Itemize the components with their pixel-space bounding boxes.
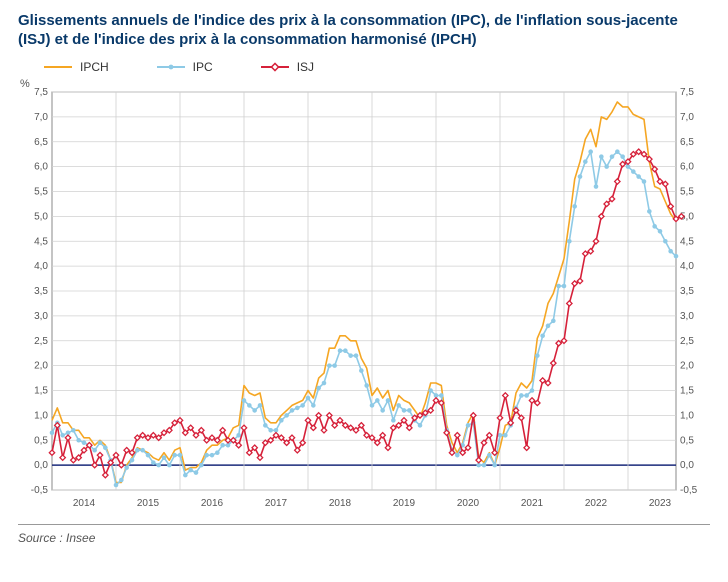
svg-text:7,5: 7,5 — [34, 87, 48, 98]
svg-text:2023: 2023 — [649, 498, 672, 509]
svg-text:6,0: 6,0 — [680, 161, 694, 172]
svg-text:2021: 2021 — [521, 498, 544, 509]
svg-text:3,0: 3,0 — [34, 310, 48, 321]
svg-text:2014: 2014 — [73, 498, 96, 509]
svg-text:4,0: 4,0 — [34, 261, 48, 272]
svg-text:2016: 2016 — [201, 498, 224, 509]
svg-text:7,0: 7,0 — [680, 111, 694, 122]
svg-text:6,5: 6,5 — [34, 136, 48, 147]
svg-text:3,5: 3,5 — [680, 286, 694, 297]
svg-text:4,0: 4,0 — [680, 261, 694, 272]
svg-text:-0,5: -0,5 — [31, 485, 49, 496]
svg-text:0,5: 0,5 — [680, 435, 694, 446]
legend-swatch-ipch — [44, 60, 72, 74]
legend-swatch-ipc — [157, 60, 185, 74]
svg-text:0,0: 0,0 — [680, 460, 694, 471]
svg-text:1,5: 1,5 — [680, 385, 694, 396]
svg-text:2,5: 2,5 — [34, 335, 48, 346]
svg-text:2019: 2019 — [393, 498, 416, 509]
svg-text:1,0: 1,0 — [34, 410, 48, 421]
legend-label: ISJ — [297, 60, 314, 74]
legend-item-ipch: IPCH — [44, 60, 109, 74]
y-unit-label: % — [20, 78, 30, 90]
svg-text:2015: 2015 — [137, 498, 160, 509]
svg-text:6,0: 6,0 — [34, 161, 48, 172]
svg-text:7,5: 7,5 — [680, 87, 694, 98]
svg-text:7,0: 7,0 — [34, 111, 48, 122]
svg-text:3,0: 3,0 — [680, 310, 694, 321]
svg-text:0,5: 0,5 — [34, 435, 48, 446]
source-label: Source : Insee — [18, 524, 710, 545]
legend-swatch-isj — [261, 60, 289, 74]
svg-text:4,5: 4,5 — [680, 236, 694, 247]
legend-label: IPCH — [80, 60, 109, 74]
legend-item-ipc: IPC — [157, 60, 213, 74]
svg-text:2,0: 2,0 — [680, 360, 694, 371]
chart-title: Glissements annuels de l'indice des prix… — [18, 12, 710, 50]
svg-text:0,0: 0,0 — [34, 460, 48, 471]
svg-text:5,0: 5,0 — [34, 211, 48, 222]
svg-text:5,5: 5,5 — [680, 186, 694, 197]
chart-area: % -0,5 -0,5 0,0 0,0 0,5 0,5 1,0 1,0 1,5 1,5 2,0 2,0… — [18, 78, 710, 518]
svg-text:-0,5: -0,5 — [680, 485, 698, 496]
svg-text:2022: 2022 — [585, 498, 608, 509]
svg-text:2,5: 2,5 — [680, 335, 694, 346]
svg-text:6,5: 6,5 — [680, 136, 694, 147]
svg-text:2017: 2017 — [265, 498, 288, 509]
svg-text:4,5: 4,5 — [34, 236, 48, 247]
legend-item-isj: ISJ — [261, 60, 314, 74]
svg-text:2020: 2020 — [457, 498, 480, 509]
legend-label: IPC — [193, 60, 213, 74]
svg-text:2018: 2018 — [329, 498, 352, 509]
chart-svg: -0,5 -0,5 0,0 0,0 0,5 0,5 1,0 1,0 1,5 1,5 2,0 2,0 2,… — [18, 78, 710, 518]
svg-text:1,0: 1,0 — [680, 410, 694, 421]
svg-text:5,5: 5,5 — [34, 186, 48, 197]
svg-text:2,0: 2,0 — [34, 360, 48, 371]
svg-text:3,5: 3,5 — [34, 286, 48, 297]
svg-text:1,5: 1,5 — [34, 385, 48, 396]
legend: IPCH IPC ISJ — [44, 60, 710, 74]
